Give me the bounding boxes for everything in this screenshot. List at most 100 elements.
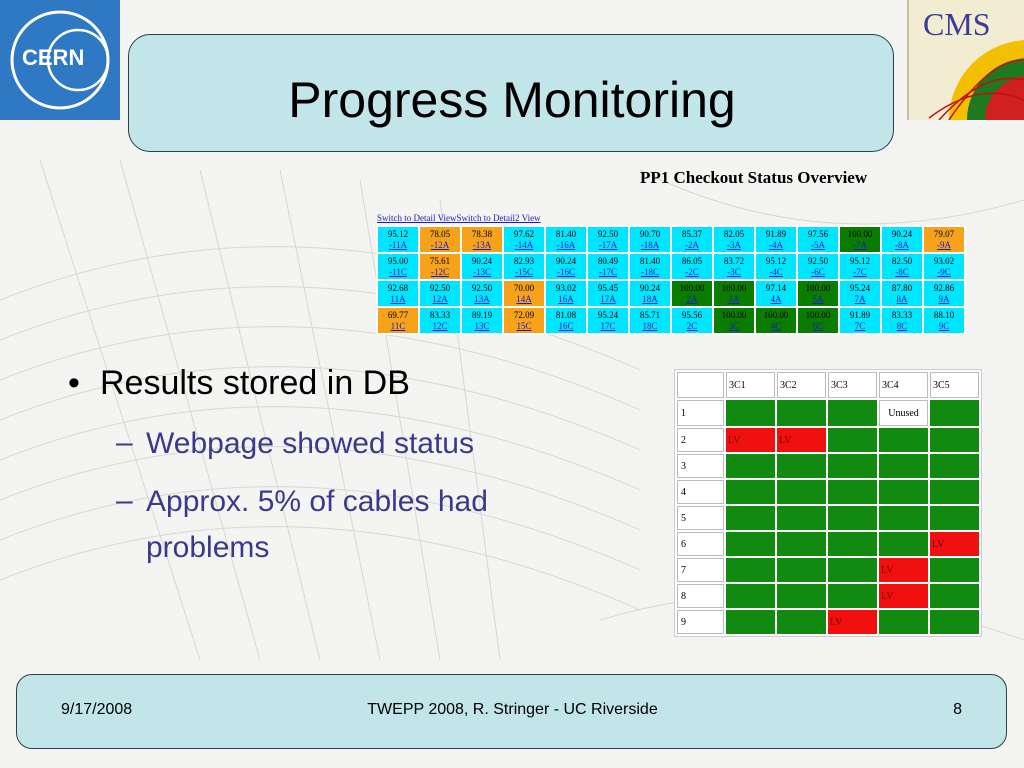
status-cell-link[interactable]: 3A bbox=[728, 293, 740, 304]
status-cell-link[interactable]: -12A bbox=[430, 239, 450, 250]
status-cell-value: 97.14 bbox=[765, 282, 787, 293]
status-cell-value: 100.00 bbox=[763, 309, 789, 320]
status-cell-link[interactable]: -12C bbox=[431, 266, 449, 277]
status-cell-link[interactable]: -13A bbox=[472, 239, 492, 250]
cable-cell-ok bbox=[726, 584, 775, 608]
status-cell-link[interactable]: -8C bbox=[895, 266, 909, 277]
status-cell-link[interactable]: 17C bbox=[600, 320, 616, 331]
status-cell-link[interactable]: -17C bbox=[599, 266, 617, 277]
status-cell-link[interactable]: 7A bbox=[854, 293, 866, 304]
status-cell-value: 97.56 bbox=[807, 228, 829, 239]
status-cell: 100.00 3C bbox=[714, 308, 754, 333]
title-banner: Progress Monitoring bbox=[128, 34, 894, 152]
cable-cell-fail: LV bbox=[828, 610, 877, 634]
switch-detail2-view-link[interactable]: Switch to Detail2 View bbox=[456, 213, 541, 223]
status-cell-link[interactable]: 18A bbox=[642, 293, 658, 304]
status-cell: 85.37 -2A bbox=[672, 227, 712, 252]
status-cell-value: 100.00 bbox=[721, 309, 747, 320]
cable-row: 5 bbox=[677, 506, 979, 530]
status-cell: 81.40 -16A bbox=[546, 227, 586, 252]
status-cell-value: 82.50 bbox=[891, 255, 913, 266]
status-cell-value: 90.70 bbox=[639, 228, 661, 239]
status-cell: 90.24 -16C bbox=[546, 254, 586, 279]
status-cell-link[interactable]: -4A bbox=[769, 239, 783, 250]
status-cell-value: 93.02 bbox=[555, 282, 577, 293]
status-cell: 100.00 3A bbox=[714, 281, 754, 306]
status-cell-link[interactable]: 8C bbox=[896, 320, 908, 331]
status-cell-link[interactable]: 5A bbox=[812, 293, 824, 304]
status-cell: 82.93 -15C bbox=[504, 254, 544, 279]
status-cell-link[interactable]: -17A bbox=[598, 239, 618, 250]
status-cell-link[interactable]: -18A bbox=[640, 239, 660, 250]
status-cell: 83.72 -3C bbox=[714, 254, 754, 279]
status-cell-link[interactable]: -14A bbox=[514, 239, 534, 250]
status-cell-link[interactable]: 2C bbox=[686, 320, 698, 331]
status-cell: 92.50 13A bbox=[462, 281, 502, 306]
status-cell-link[interactable]: 16A bbox=[558, 293, 574, 304]
status-cell-link[interactable]: -11A bbox=[388, 239, 408, 250]
status-cell-link[interactable]: 9C bbox=[938, 320, 950, 331]
status-cell-link[interactable]: -16C bbox=[557, 266, 575, 277]
cable-row-header: 6 bbox=[677, 532, 724, 556]
status-cell-link[interactable]: 4C bbox=[770, 320, 782, 331]
status-cell: 97.62 -14A bbox=[504, 227, 544, 252]
status-cell-link[interactable]: -3A bbox=[727, 239, 741, 250]
status-cell: 97.14 4A bbox=[756, 281, 796, 306]
status-cell-link[interactable]: 13C bbox=[474, 320, 490, 331]
cable-cell-ok bbox=[930, 480, 979, 504]
status-cell-link[interactable]: 9A bbox=[938, 293, 950, 304]
status-cell-link[interactable]: -4C bbox=[769, 266, 783, 277]
status-cell-link[interactable]: -2C bbox=[685, 266, 699, 277]
status-cell-link[interactable]: -6C bbox=[811, 266, 825, 277]
status-cell-link[interactable]: 12C bbox=[432, 320, 448, 331]
status-cell-value: 83.33 bbox=[891, 309, 913, 320]
status-cell-link[interactable]: 12A bbox=[432, 293, 448, 304]
status-cell-link[interactable]: -2A bbox=[685, 239, 699, 250]
status-cell-link[interactable]: -9C bbox=[937, 266, 951, 277]
status-cell-link[interactable]: -18C bbox=[641, 266, 659, 277]
status-cell-link[interactable]: 13A bbox=[474, 293, 490, 304]
status-cell-link[interactable]: 17A bbox=[600, 293, 616, 304]
switch-detail-view-link[interactable]: Switch to Detail View bbox=[377, 213, 457, 223]
status-cell-link[interactable]: 4A bbox=[770, 293, 782, 304]
status-cell-link[interactable]: 11C bbox=[390, 320, 406, 331]
status-cell-link[interactable]: 16C bbox=[558, 320, 574, 331]
cable-cell-ok bbox=[828, 480, 877, 504]
cable-column-header: 3C4 bbox=[879, 372, 928, 398]
status-cell-link[interactable]: 3C bbox=[728, 320, 740, 331]
status-cell-link[interactable]: 14A bbox=[516, 293, 532, 304]
status-cell-link[interactable]: -8A bbox=[895, 239, 909, 250]
status-cell-value: 82.93 bbox=[513, 255, 535, 266]
status-cell: 86.05 -2C bbox=[672, 254, 712, 279]
cable-cell-ok bbox=[930, 610, 979, 634]
status-cell-link[interactable]: -5A bbox=[811, 239, 825, 250]
status-cell-value: 78.05 bbox=[429, 228, 451, 239]
status-cell: 91.89 -4A bbox=[756, 227, 796, 252]
status-cell-link[interactable]: -7A bbox=[853, 239, 867, 250]
status-cell-link[interactable]: 15C bbox=[516, 320, 532, 331]
status-cell-link[interactable]: 18C bbox=[642, 320, 658, 331]
status-cell-value: 91.89 bbox=[765, 228, 787, 239]
status-cell-link[interactable]: 7C bbox=[854, 320, 866, 331]
status-cell-value: 97.62 bbox=[513, 228, 535, 239]
status-cell: 90.24 18A bbox=[630, 281, 670, 306]
status-cell-link[interactable]: -7C bbox=[853, 266, 867, 277]
status-cell-link[interactable]: -16A bbox=[556, 239, 576, 250]
status-cell-link[interactable]: -15C bbox=[515, 266, 533, 277]
status-cell-link[interactable]: 8A bbox=[896, 293, 908, 304]
status-cell-link[interactable]: -3C bbox=[727, 266, 741, 277]
status-cell-link[interactable]: 11A bbox=[390, 293, 406, 304]
cable-row: 8 LV bbox=[677, 584, 979, 608]
status-cell-link[interactable]: -11C bbox=[389, 266, 407, 277]
cern-logo: CERN bbox=[0, 0, 120, 120]
status-cell-link[interactable]: -9A bbox=[937, 239, 951, 250]
status-cell-link[interactable]: 2A bbox=[686, 293, 698, 304]
status-cell-value: 75.61 bbox=[429, 255, 451, 266]
status-cell-link[interactable]: -13C bbox=[473, 266, 491, 277]
status-cell: 81.40 -18C bbox=[630, 254, 670, 279]
footer-page-number: 8 bbox=[953, 701, 962, 718]
status-cell-link[interactable]: 6C bbox=[812, 320, 824, 331]
status-cell: 81.08 16C bbox=[546, 308, 586, 333]
status-cell: 78.05 -12A bbox=[420, 227, 460, 252]
status-cell-value: 91.89 bbox=[849, 309, 871, 320]
